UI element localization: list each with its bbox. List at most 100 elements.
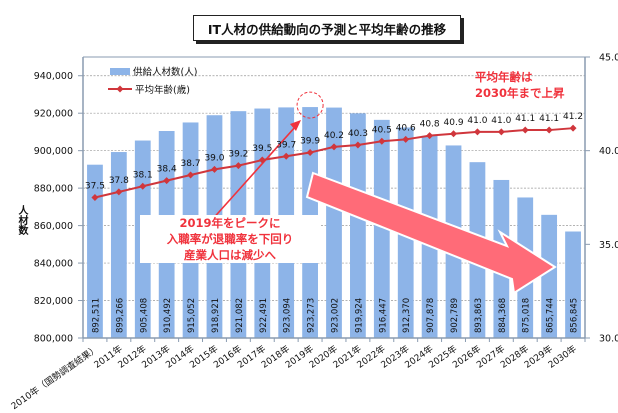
legend-bar-label: 供給人材数(人) <box>133 66 197 78</box>
age-value-label: 41.1 <box>515 114 535 124</box>
y2-tick-label: 35.0 <box>599 240 618 251</box>
bar-value-label: 915,052 <box>187 298 197 333</box>
y-tick-label: 860,000 <box>34 221 73 232</box>
y-tick-label: 800,000 <box>34 334 73 345</box>
bar-value-label: 875,018 <box>522 298 532 333</box>
bar <box>565 231 581 338</box>
age-point <box>187 171 195 179</box>
age-point <box>139 182 147 190</box>
age-point <box>450 130 458 138</box>
age-value-label: 40.5 <box>372 125 392 135</box>
y2-tick-label: 45.0 <box>599 53 618 64</box>
age-point <box>473 128 481 136</box>
age-value-label: 39.5 <box>252 144 272 154</box>
bar-value-label: 910,492 <box>163 298 173 333</box>
age-point <box>426 132 434 140</box>
age-point <box>210 165 218 173</box>
age-value-label: 41.0 <box>467 116 487 126</box>
age-value-label: 39.9 <box>300 137 320 147</box>
bar-value-label: 893,863 <box>474 298 484 333</box>
age-value-label: 40.2 <box>324 131 344 141</box>
age-point <box>497 128 505 136</box>
y2-tick-label: 30.0 <box>599 334 618 345</box>
bar <box>110 152 127 338</box>
age-value-label: 40.6 <box>396 123 416 133</box>
age-annotation-line: 平均年齢は <box>475 70 533 84</box>
y-tick-label: 820,000 <box>34 296 73 307</box>
bar-value-label: 919,924 <box>354 298 364 333</box>
age-point <box>545 126 553 134</box>
bar-value-label: 892,511 <box>91 298 101 333</box>
bar <box>373 119 390 338</box>
age-value-label: 38.4 <box>157 165 177 175</box>
peak-pointer-line <box>209 125 297 223</box>
age-point <box>258 156 266 164</box>
age-value-label: 38.1 <box>133 170 153 180</box>
bar-value-label: 907,878 <box>426 298 436 333</box>
bar-value-label: 918,921 <box>211 298 221 333</box>
age-value-label: 37.5 <box>85 182 105 192</box>
age-point <box>402 135 410 143</box>
age-value-label: 41.0 <box>491 116 511 126</box>
age-point <box>115 188 123 196</box>
legend-line-label: 平均年齢(歳) <box>135 84 190 96</box>
age-point <box>354 141 362 149</box>
age-point <box>330 143 338 151</box>
legend-line-marker <box>116 85 124 93</box>
peak-annotation-line: 産業人口は減少へ <box>184 248 276 262</box>
age-value-label: 39.2 <box>228 150 248 160</box>
age-point <box>234 162 242 170</box>
bar <box>541 214 558 338</box>
age-point <box>306 149 314 157</box>
x-tick-label: 2010年（国勢調査結果） <box>9 343 101 412</box>
age-value-label: 39.7 <box>276 140 296 150</box>
y-tick-label: 920,000 <box>34 109 73 120</box>
peak-annotation-line: 2019年をピークに <box>179 216 281 230</box>
decline-arrow <box>305 171 557 295</box>
bar-value-label: 922,491 <box>259 298 269 333</box>
y2-tick-label: 40.0 <box>599 146 618 157</box>
bar-value-label: 902,789 <box>450 298 460 333</box>
chart-title: IT人材の供給動向の予測と平均年齢の推移 <box>193 15 461 41</box>
age-annotation: 平均年齢は 2030年まで上昇 <box>475 69 565 101</box>
bar-value-label: 865,744 <box>546 298 556 333</box>
legend-bar-swatch <box>110 68 130 75</box>
bar-value-label: 923,002 <box>331 298 341 333</box>
y-tick-label: 900,000 <box>34 146 73 157</box>
y-axis-label: 人材数 <box>16 205 27 235</box>
bar-value-label: 921,082 <box>235 298 245 333</box>
bar <box>350 113 366 338</box>
age-value-label: 40.3 <box>348 129 368 139</box>
age-value-label: 38.7 <box>181 159 201 169</box>
age-point <box>378 137 386 145</box>
bar-value-label: 923,273 <box>307 298 317 333</box>
bar-value-label: 912,370 <box>402 298 412 333</box>
bar-value-label: 923,094 <box>283 298 293 333</box>
age-value-label: 40.9 <box>444 118 464 128</box>
age-point <box>569 124 577 132</box>
bar <box>87 164 103 338</box>
age-value-label: 39.0 <box>204 153 224 163</box>
bar-value-label: 916,447 <box>378 298 388 333</box>
age-value-label: 40.8 <box>420 120 440 130</box>
bar-value-label: 899,266 <box>115 298 125 333</box>
age-point <box>91 194 99 201</box>
age-point <box>163 177 171 185</box>
y-tick-label: 880,000 <box>34 184 73 195</box>
peak-annotation-line: 入職率が退職率を下回り <box>166 232 294 246</box>
age-value-label: 41.2 <box>563 112 583 122</box>
age-value-label: 41.1 <box>539 114 559 124</box>
age-annotation-line: 2030年まで上昇 <box>475 86 565 100</box>
age-value-label: 37.8 <box>109 176 129 186</box>
age-point <box>521 126 529 134</box>
peak-highlight-circle <box>296 91 324 119</box>
age-point <box>282 152 290 160</box>
y-tick-label: 940,000 <box>34 71 73 82</box>
bar <box>326 107 342 338</box>
peak-pointer-arrowhead <box>290 120 301 131</box>
bar-value-label: 856,845 <box>570 298 580 333</box>
peak-annotation: 2019年をピークに 入職率が退職率を下回り 産業人口は減少へ <box>140 215 320 263</box>
bar-value-label: 905,408 <box>139 298 149 333</box>
bar-value-label: 884,368 <box>498 298 508 333</box>
